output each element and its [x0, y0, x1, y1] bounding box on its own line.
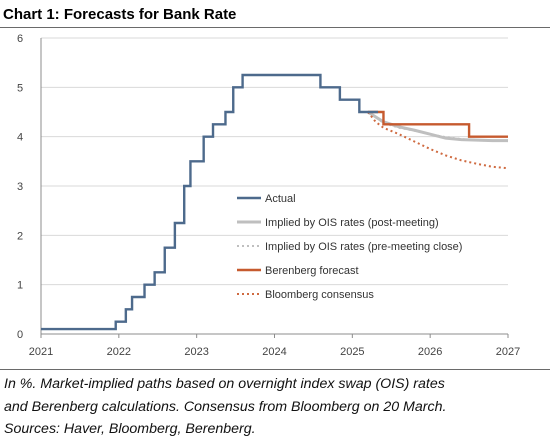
chart-legend: Actual Implied by OIS rates (post-meeting…	[237, 193, 462, 301]
x-tick-label: 2021	[29, 346, 53, 358]
x-tick-label: 2025	[340, 346, 364, 358]
legend-label: Berenberg forecast	[265, 265, 359, 277]
y-tick-label: 5	[17, 82, 23, 94]
legend-label: Actual	[265, 193, 296, 205]
footnote-line: Sources: Haver, Bloomberg, Berenberg.	[4, 421, 256, 437]
chart-gridlines	[41, 37, 508, 286]
footnote-line: In %. Market-implied paths based on over…	[4, 376, 445, 392]
x-tick-label: 2024	[262, 346, 286, 358]
chart-footnote: In %. Market-implied paths based on over…	[4, 373, 550, 441]
bottom-divider	[0, 369, 550, 370]
chart-canvas: 0 1 2 3 4 5 6 2021 2022 2023 2024 2025 2026 2027 Actu…	[17, 33, 520, 358]
chart-axes	[40, 38, 509, 338]
y-tick-label: 6	[17, 33, 23, 45]
series-line	[41, 73, 379, 331]
y-tick-label: 4	[17, 132, 23, 144]
y-tick-label: 3	[17, 181, 23, 193]
y-tick-label: 0	[17, 329, 23, 341]
legend-label: Implied by OIS rates (pre-meeting close)	[265, 241, 462, 253]
chart-tick-labels: 0 1 2 3 4 5 6 2021 2022 2023 2024 2025 2026 2027	[17, 33, 520, 358]
x-tick-label: 2022	[107, 346, 131, 358]
footnote-line: and Berenberg calculations. Consensus fr…	[4, 398, 447, 415]
y-tick-label: 2	[17, 230, 23, 242]
legend-label: Implied by OIS rates (post-meeting)	[265, 217, 439, 229]
x-tick-label: 2026	[418, 346, 442, 358]
series-line	[367, 111, 509, 143]
series-line	[367, 110, 508, 138]
top-divider	[0, 27, 550, 28]
chart-title: Chart 1: Forecasts for Bank Rate	[3, 6, 237, 23]
chart-series	[41, 73, 509, 331]
y-tick-label: 1	[17, 280, 23, 292]
x-tick-label: 2027	[496, 346, 520, 358]
x-tick-label: 2023	[184, 346, 208, 358]
legend-label: Bloomberg consensus	[265, 289, 374, 301]
